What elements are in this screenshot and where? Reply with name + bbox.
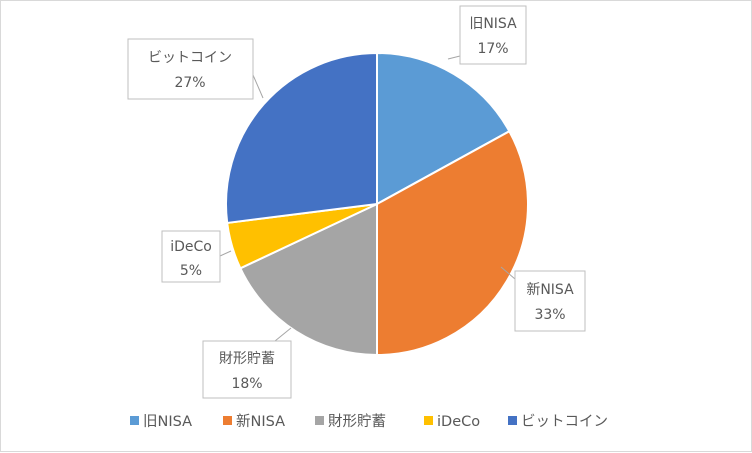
legend-label-0: 旧NISA	[143, 413, 192, 430]
legend: 旧NISA 新NISA 財形貯蓄 iDeCo ビットコイン	[130, 413, 608, 430]
pie-slice-4	[225, 51, 378, 225]
legend-item-3: iDeCo	[424, 414, 480, 430]
legend-item-0: 旧NISA	[130, 413, 192, 430]
data-label-value-4: 27%	[174, 75, 205, 91]
data-label-category-1: 新NISA	[526, 282, 574, 298]
data-label-value-3: 5%	[180, 263, 202, 279]
leader-lines	[219, 55, 516, 342]
legend-swatch-0	[130, 416, 139, 425]
data-label-box-1: 新NISA 33%	[514, 270, 586, 332]
legend-swatch-4	[508, 416, 517, 425]
leader-line-1	[500, 266, 516, 280]
legend-item-4: ビットコイン	[508, 413, 608, 430]
data-label-category-0: 旧NISA	[469, 16, 517, 32]
data-labels: 旧NISA 17% 新NISA 33% 財形貯蓄 18% iDeCo 5% ビッ…	[127, 5, 586, 399]
pie-slices	[225, 51, 529, 357]
leader-line-0	[447, 55, 461, 60]
data-label-value-2: 18%	[231, 376, 262, 392]
data-label-box-3: iDeCo 5%	[161, 230, 221, 283]
leader-line-2	[274, 327, 292, 342]
pie-slice-0	[376, 51, 511, 206]
data-label-category-3: iDeCo	[170, 239, 212, 255]
leader-line-4	[252, 74, 264, 99]
data-label-box-4: ビットコイン 27%	[127, 38, 254, 100]
data-label-category-2: 財形貯蓄	[219, 351, 275, 367]
legend-swatch-3	[424, 416, 433, 425]
legend-item-1: 新NISA	[223, 413, 285, 430]
pie-slice-2	[239, 202, 378, 357]
pie-slice-1	[376, 129, 529, 357]
data-label-value-1: 33%	[534, 307, 565, 323]
data-label-value-0: 17%	[477, 41, 508, 57]
legend-swatch-2	[315, 416, 324, 425]
legend-item-2: 財形貯蓄	[315, 413, 386, 430]
data-label-box-0: 旧NISA 17%	[459, 5, 527, 65]
legend-label-4: ビットコイン	[521, 413, 608, 430]
data-label-category-4: ビットコイン	[148, 50, 232, 66]
legend-label-2: 財形貯蓄	[328, 413, 386, 430]
legend-label-3: iDeCo	[437, 414, 480, 430]
leader-line-3	[219, 250, 232, 257]
legend-label-1: 新NISA	[236, 413, 285, 430]
legend-swatch-1	[223, 416, 232, 425]
data-label-box-2: 財形貯蓄 18%	[202, 340, 292, 399]
